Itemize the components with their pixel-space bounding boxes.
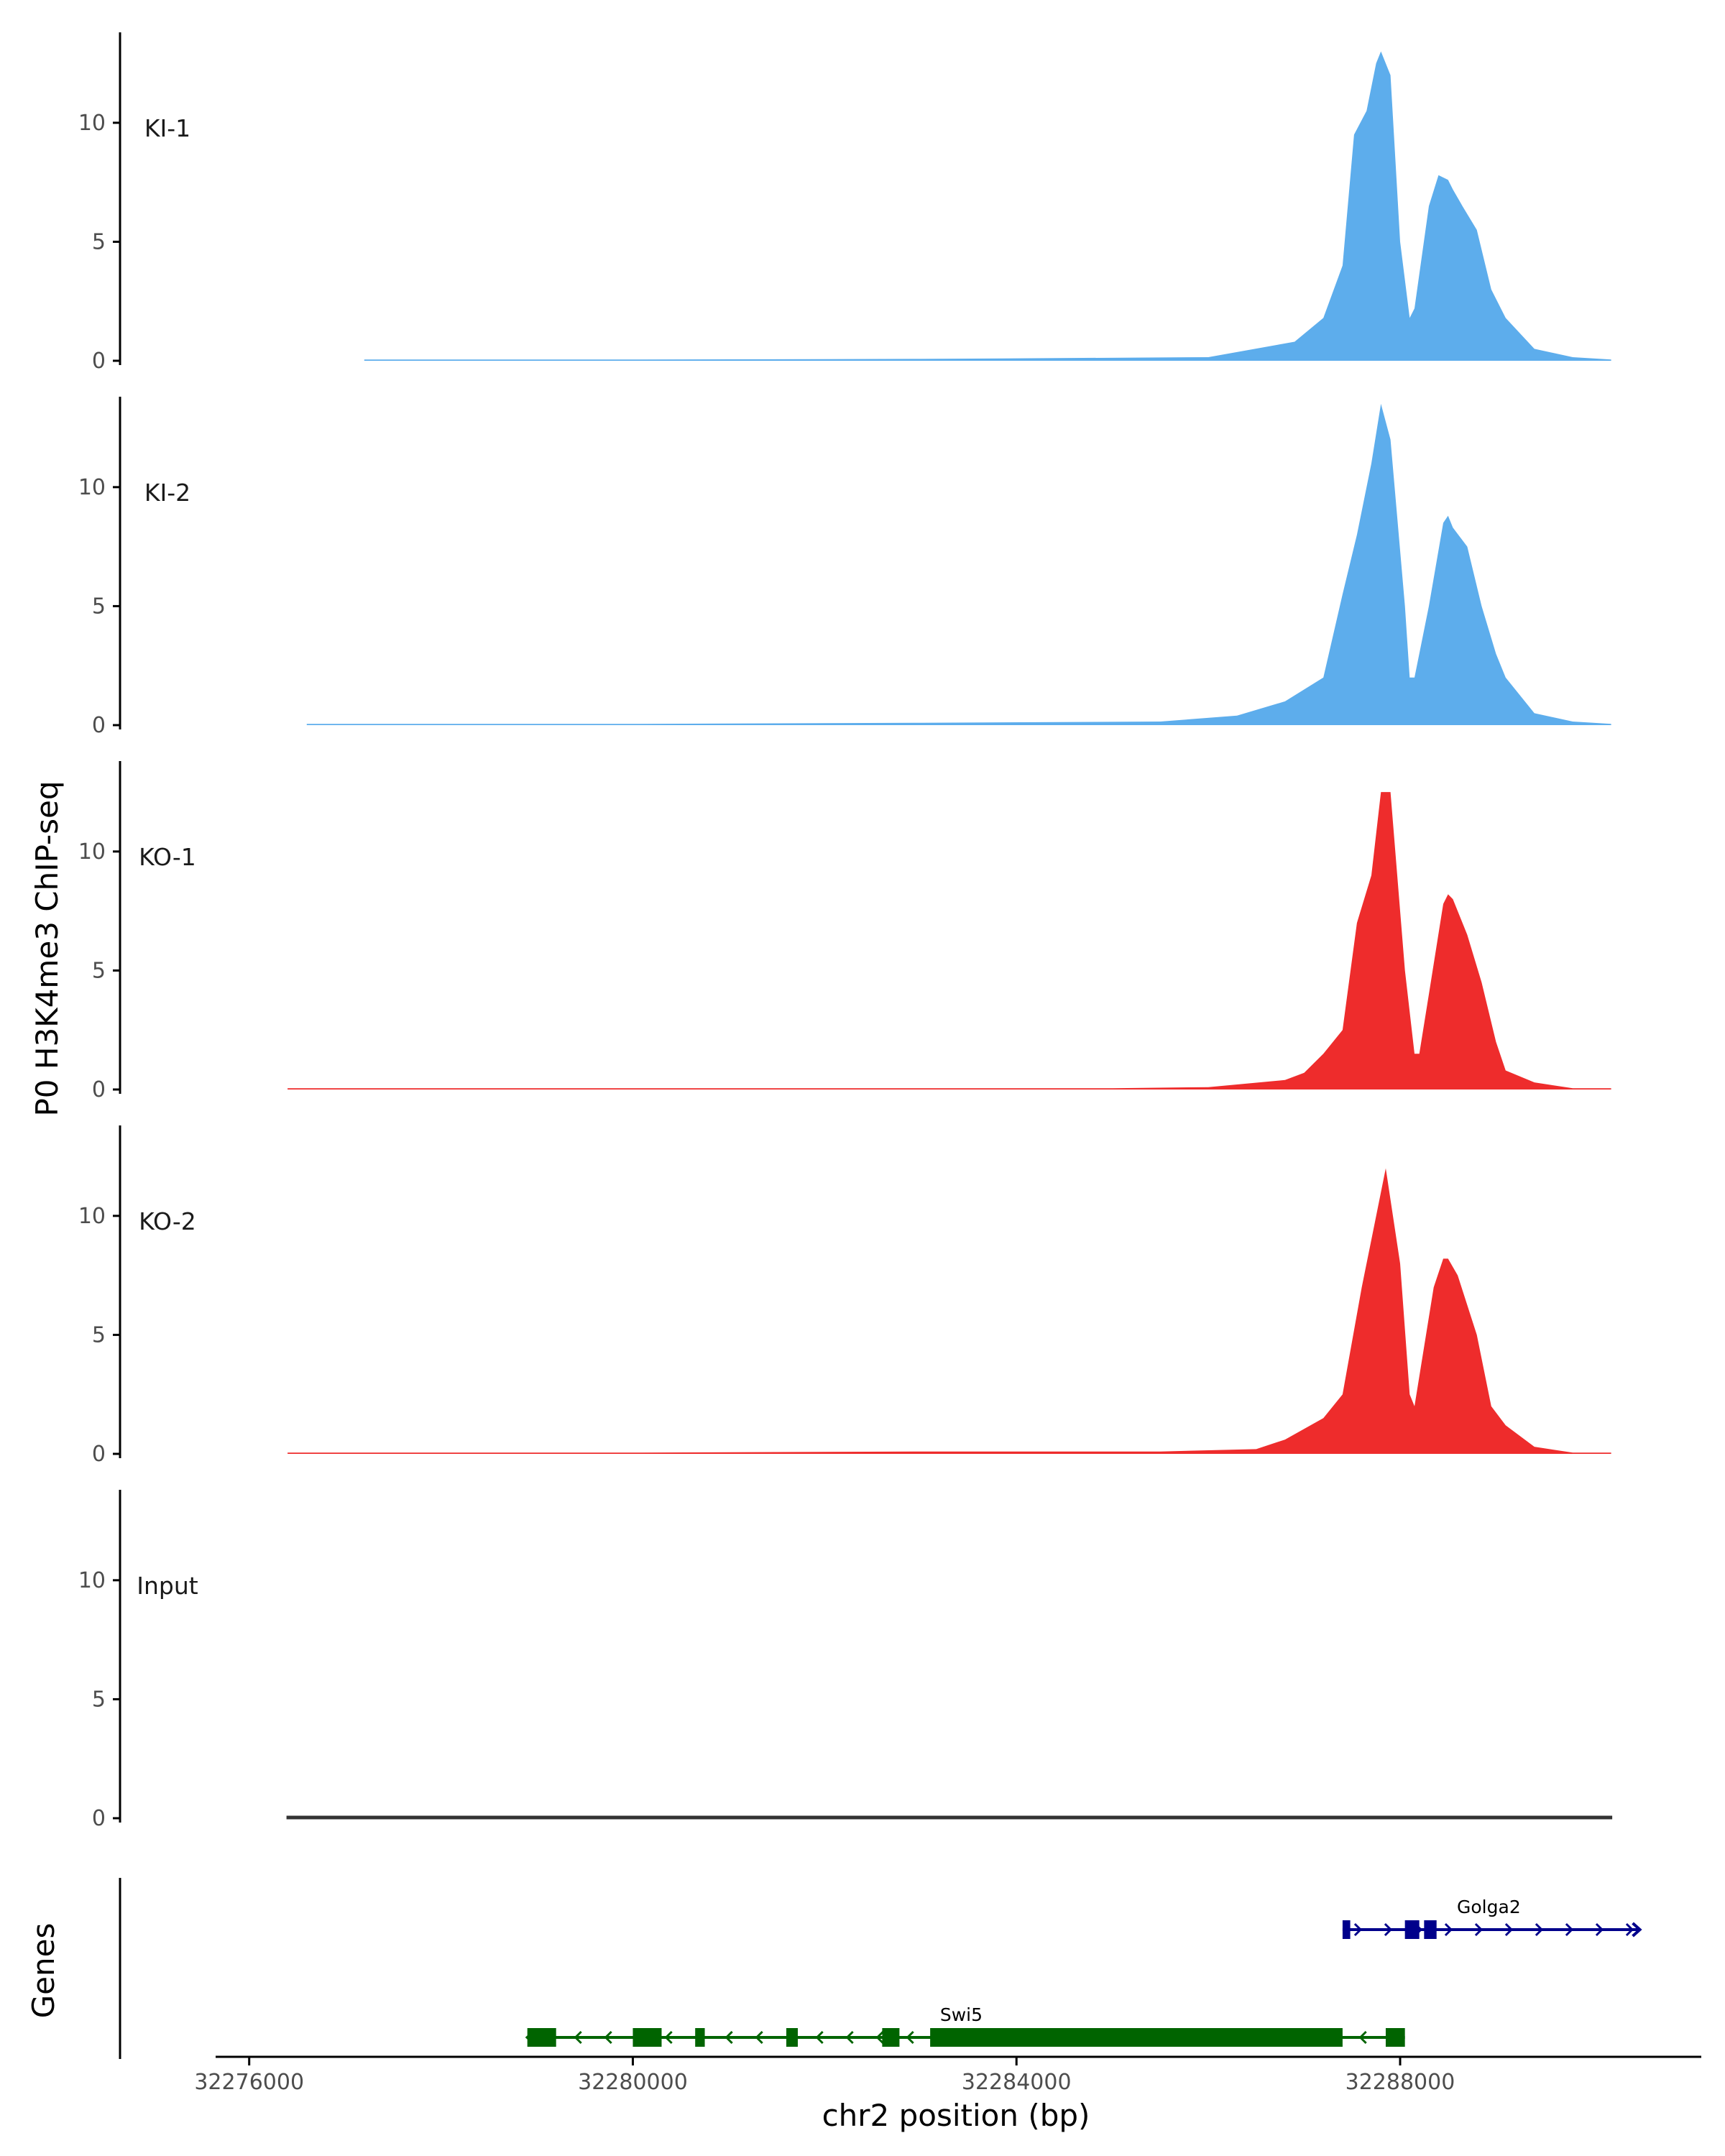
y-tick-label: 0: [92, 1077, 106, 1102]
gene-label: Golga2: [1457, 1897, 1521, 1917]
y-tick-label: 5: [92, 1687, 106, 1712]
x-tick-label: 32288000: [1346, 2070, 1455, 2095]
strand-arrow: [724, 2030, 733, 2045]
strand-arrow: [1565, 1922, 1574, 1937]
signal-area: [364, 51, 1611, 361]
input-signal-area: [286, 1815, 1613, 1820]
strand-arrow: [875, 2030, 884, 2045]
y-tick-label: 5: [92, 594, 106, 619]
exon: [1404, 1920, 1420, 1939]
track-label: KI-2: [144, 479, 190, 507]
exon: [1424, 1920, 1437, 1939]
strand-arrow: [574, 2030, 582, 2045]
gene-golga2: Golga2: [1342, 1897, 1642, 1939]
strand-arrow: [845, 2030, 854, 2045]
y-tick-label: 10: [78, 839, 106, 865]
signal-tracks: 0 5 10 KI-1 0 5 10 KI-2 0 5 10 KO-1 0 5 10 KO-2 0 5 10 Inpu…: [78, 32, 1613, 1831]
x-tick-label: 32280000: [578, 2070, 688, 2095]
y-axis-title: P0 H3K4me3 ChIP-seq: [29, 780, 65, 1116]
x-tick-label: 32284000: [962, 2070, 1072, 2095]
strand-arrow: [906, 2030, 914, 2045]
strand-arrow: [1474, 1922, 1484, 1937]
gene-swi5: Swi5: [525, 2004, 1405, 2047]
signal-area: [288, 1168, 1611, 1454]
genes-track-label: Genes: [26, 1923, 61, 2019]
exon: [882, 2028, 900, 2047]
exon: [930, 2028, 1343, 2047]
strand-arrow: [815, 2030, 824, 2045]
strand-arrow: [1444, 1922, 1453, 1937]
track-label: KI-1: [144, 114, 190, 142]
x-axis: 32276000 32280000 32284000 32288000: [194, 2055, 1701, 2095]
exon: [632, 2028, 662, 2047]
y-tick-label: 10: [78, 475, 106, 500]
y-tick-label: 0: [92, 349, 106, 374]
strand-arrow: [1384, 1922, 1393, 1937]
exon: [786, 2028, 798, 2047]
gene-label: Swi5: [940, 2004, 983, 2025]
track-ko-2: 0 5 10 KO-2: [78, 1125, 1611, 1467]
exon: [1385, 2028, 1405, 2047]
track-ko-1: 0 5 10 KO-1: [78, 761, 1611, 1102]
strand-arrow: [604, 2030, 612, 2045]
gene-annotation-track: Golga2 Swi5: [119, 1878, 1642, 2059]
exon: [1342, 1920, 1351, 1939]
track-ki-1: 0 5 10 KI-1: [78, 32, 1611, 374]
strand-arrow: [1353, 1922, 1363, 1937]
exon: [695, 2028, 705, 2047]
y-tick-label: 5: [92, 958, 106, 983]
y-tick-label: 10: [78, 1568, 106, 1593]
strand-arrow: [664, 2030, 673, 2045]
track-input: 0 5 10 Input: [78, 1490, 1613, 1831]
y-tick-label: 0: [92, 1442, 106, 1467]
strand-arrow: [1535, 1922, 1544, 1937]
strand-arrow: [1504, 1922, 1514, 1937]
track-label: Input: [137, 1572, 198, 1600]
signal-area: [306, 403, 1611, 725]
y-tick-label: 10: [78, 111, 106, 136]
y-tick-label: 10: [78, 1204, 106, 1229]
track-ki-2: 0 5 10 KI-2: [78, 397, 1611, 738]
strand-arrow: [1595, 1922, 1604, 1937]
strand-arrow: [1625, 1922, 1634, 1937]
x-axis-title: chr2 position (bp): [822, 2098, 1090, 2133]
strand-arrow: [755, 2030, 763, 2045]
y-tick-label: 5: [92, 1322, 106, 1348]
strand-arrow: [1632, 1922, 1642, 1938]
x-tick-label: 32276000: [194, 2070, 304, 2095]
signal-area: [288, 792, 1611, 1089]
track-label: KO-2: [139, 1207, 196, 1235]
y-tick-label: 5: [92, 229, 106, 254]
y-tick-label: 0: [92, 713, 106, 738]
track-label: KO-1: [139, 843, 196, 871]
y-tick-label: 0: [92, 1806, 106, 1831]
exon: [527, 2028, 556, 2047]
strand-arrow: [1358, 2030, 1367, 2045]
